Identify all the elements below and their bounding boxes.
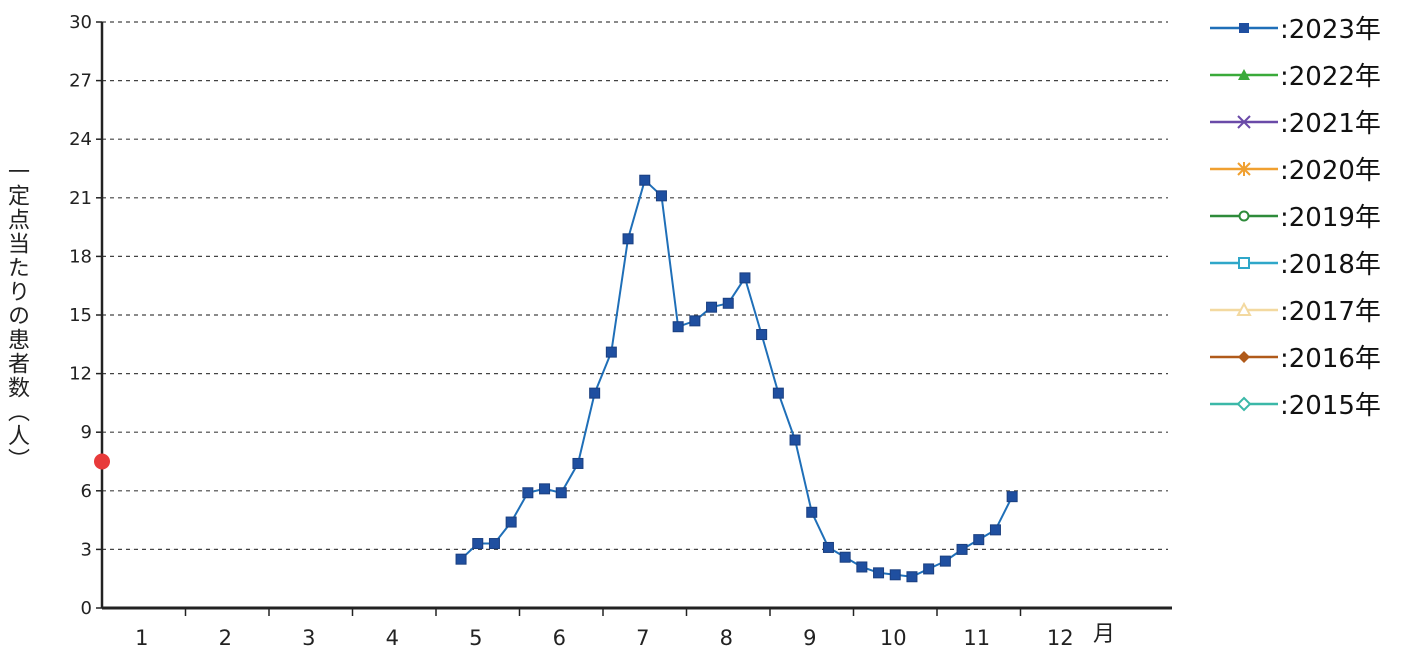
data-point bbox=[756, 329, 768, 341]
series-line-2023 bbox=[460, 178, 1013, 578]
x-tick-label: 5 bbox=[469, 626, 482, 650]
legend-item: :2022年 bbox=[1208, 51, 1413, 98]
x-unit-label: 月 bbox=[1093, 622, 1115, 647]
legend-label: :2023年 bbox=[1280, 15, 1381, 45]
data-point bbox=[605, 346, 617, 358]
data-point bbox=[672, 321, 684, 333]
legend-label: :2015年 bbox=[1280, 391, 1381, 421]
x-tick-label: 11 bbox=[963, 626, 990, 650]
legend-label: :2022年 bbox=[1280, 62, 1381, 92]
legend-label: :2021年 bbox=[1280, 109, 1381, 139]
x-tick-label: 8 bbox=[720, 626, 733, 650]
legend-item: :2015年 bbox=[1208, 380, 1413, 427]
data-point bbox=[772, 387, 784, 399]
y-tick-label: 21 bbox=[69, 188, 92, 209]
x-tick-label: 7 bbox=[636, 626, 649, 650]
data-point bbox=[655, 190, 667, 202]
y-tick-label: 30 bbox=[69, 12, 92, 33]
legend-swatch bbox=[1208, 107, 1280, 137]
x-tick-labels: 1 2 3 4 5 6 7 8 9 10 11 12 月 bbox=[135, 608, 1115, 650]
data-point bbox=[539, 483, 551, 495]
data-point bbox=[622, 233, 634, 245]
data-point bbox=[1006, 491, 1018, 503]
data-point bbox=[889, 569, 901, 581]
data-point bbox=[906, 571, 918, 583]
legend: :2023年 :2022年 :2021年 :2020年 :2019年 :2018年 :201… bbox=[1208, 4, 1413, 427]
x-tick-label: 10 bbox=[880, 626, 907, 650]
legend-label: :2018年 bbox=[1280, 250, 1381, 280]
x-tick-label: 12 bbox=[1047, 626, 1074, 650]
x-tick-label: 2 bbox=[219, 626, 232, 650]
legend-item: :2023年 bbox=[1208, 4, 1413, 51]
data-point bbox=[839, 551, 851, 563]
legend-label: :2019年 bbox=[1280, 203, 1381, 233]
x-tick-label: 3 bbox=[302, 626, 315, 650]
data-point bbox=[522, 487, 534, 499]
x-tick-label: 4 bbox=[386, 626, 399, 650]
legend-swatch bbox=[1208, 60, 1280, 90]
y-tick-label: 3 bbox=[81, 539, 92, 560]
legend-label: :2016年 bbox=[1280, 344, 1381, 374]
data-point bbox=[856, 561, 868, 573]
legend-item: :2018年 bbox=[1208, 239, 1413, 286]
data-point bbox=[956, 543, 968, 555]
data-point bbox=[589, 387, 601, 399]
grid-lines bbox=[102, 21, 1168, 551]
legend-swatch bbox=[1208, 389, 1280, 419]
y-tick-label: 6 bbox=[81, 481, 92, 502]
data-point bbox=[488, 538, 500, 550]
legend-swatch bbox=[1208, 201, 1280, 231]
y-tick-label: 0 bbox=[81, 598, 92, 619]
plot-area bbox=[94, 174, 1018, 583]
y-tick-label: 24 bbox=[69, 129, 92, 150]
data-point bbox=[572, 457, 584, 469]
data-point bbox=[555, 487, 567, 499]
data-point bbox=[505, 516, 517, 528]
y-tick-label: 18 bbox=[69, 246, 92, 267]
legend-label: :2017年 bbox=[1280, 297, 1381, 327]
legend-swatch bbox=[1208, 248, 1280, 278]
data-point bbox=[923, 563, 935, 575]
data-point bbox=[706, 301, 718, 313]
y-axis-label: 一定点当たりの患者数（人） bbox=[4, 160, 29, 472]
data-point bbox=[739, 272, 751, 284]
data-point bbox=[822, 541, 834, 553]
data-point bbox=[722, 297, 734, 309]
x-tick-label: 6 bbox=[553, 626, 566, 650]
y-tick-label: 27 bbox=[69, 71, 92, 92]
data-point bbox=[806, 506, 818, 518]
legend-swatch bbox=[1208, 13, 1280, 43]
legend-item: :2017年 bbox=[1208, 286, 1413, 333]
reference-marker bbox=[94, 453, 110, 470]
legend-swatch bbox=[1208, 342, 1280, 372]
y-tick-label: 12 bbox=[69, 364, 92, 385]
data-point bbox=[789, 434, 801, 446]
legend-item: :2016年 bbox=[1208, 333, 1413, 380]
y-tick-label: 15 bbox=[69, 305, 92, 326]
data-point bbox=[639, 174, 651, 186]
legend-item: :2019年 bbox=[1208, 192, 1413, 239]
data-point bbox=[989, 524, 1001, 536]
data-point bbox=[455, 553, 467, 565]
data-point bbox=[939, 555, 951, 567]
data-point bbox=[689, 315, 701, 327]
legend-label: :2020年 bbox=[1280, 156, 1381, 186]
x-tick-label: 9 bbox=[803, 626, 816, 650]
legend-item: :2020年 bbox=[1208, 145, 1413, 192]
legend-item: :2021年 bbox=[1208, 98, 1413, 145]
data-point bbox=[873, 567, 885, 579]
legend-swatch bbox=[1208, 295, 1280, 325]
y-tick-label: 9 bbox=[81, 422, 92, 443]
y-tick-labels: 0 3 6 9 12 15 18 21 24 27 30 bbox=[69, 12, 102, 619]
legend-swatch bbox=[1208, 154, 1280, 184]
data-point bbox=[973, 534, 985, 546]
data-point bbox=[472, 538, 484, 550]
x-tick-label: 1 bbox=[135, 626, 148, 650]
